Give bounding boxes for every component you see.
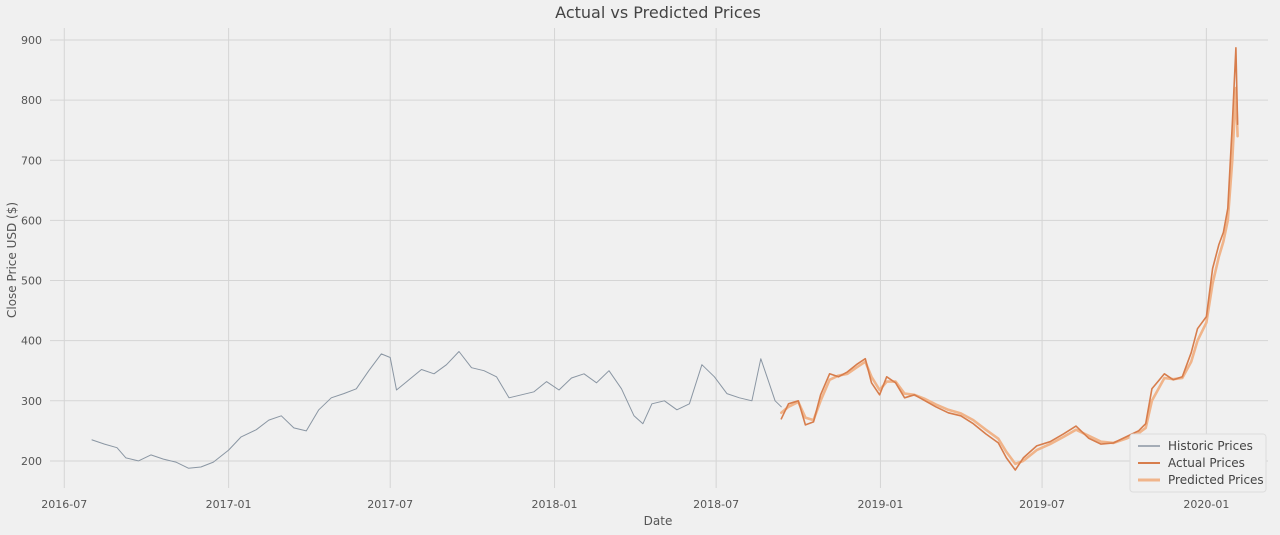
y-tick-label: 500 (21, 275, 42, 288)
x-tick-label: 2018-01 (532, 498, 578, 511)
y-tick-label: 700 (21, 154, 42, 167)
x-tick-label: 2020-01 (1183, 498, 1229, 511)
x-tick-label: 2019-07 (1019, 498, 1065, 511)
chart-title: Actual vs Predicted Prices (555, 3, 761, 22)
y-tick-label: 600 (21, 214, 42, 227)
legend-label: Historic Prices (1168, 439, 1253, 453)
x-tick-label: 2019-01 (857, 498, 903, 511)
legend: Historic Prices Actual Prices Predicted Pr… (1130, 434, 1266, 492)
y-tick-label: 200 (21, 455, 42, 468)
x-tick-label: 2016-07 (41, 498, 87, 511)
legend-label: Predicted Prices (1168, 473, 1264, 487)
y-tick-label: 800 (21, 94, 42, 107)
y-tick-label: 400 (21, 335, 42, 348)
x-tick-label: 2018-07 (693, 498, 739, 511)
y-axis-title: Close Price USD ($) (5, 202, 19, 318)
y-tick-label: 300 (21, 395, 42, 408)
x-axis-title: Date (644, 514, 673, 528)
x-tick-label: 2017-07 (367, 498, 413, 511)
legend-label: Actual Prices (1168, 456, 1245, 470)
y-tick-label: 900 (21, 34, 42, 47)
x-tick-label: 2017-01 (206, 498, 252, 511)
